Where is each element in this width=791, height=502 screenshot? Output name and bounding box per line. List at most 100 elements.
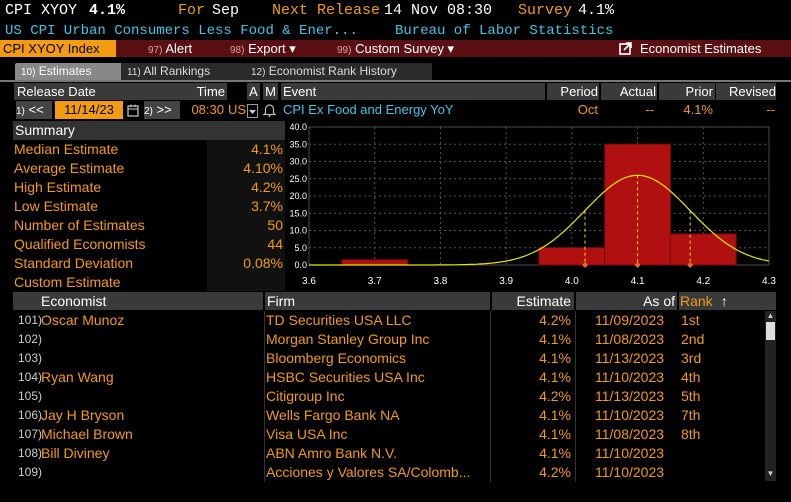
- histogram-bar: [341, 259, 409, 266]
- estimate-value: 4.1%: [539, 369, 571, 385]
- tab-all-rankings[interactable]: 11) All Rankings: [121, 63, 245, 80]
- summary-title: Summary: [13, 121, 287, 140]
- firm-name: ABN Amro Bank N.V.: [266, 445, 397, 461]
- x-tick-label: 3.7: [368, 276, 382, 287]
- tab-estimates[interactable]: 10) Estimates: [15, 63, 122, 80]
- scroll-down-icon[interactable]: ▼: [766, 469, 775, 478]
- chart-y-ticks: 0.0 5.0 10.0 15.0 20.0 25.0 30.0 35.0 40.0: [289, 122, 307, 270]
- summary-label: Qualified Economists: [14, 236, 146, 252]
- summary-label: Custom Estimate: [14, 274, 121, 290]
- toolbar: CPI XYOY Index 97) Alert 98) Export ▾ 99…: [0, 40, 791, 57]
- estimate-value: 4.2%: [539, 312, 571, 328]
- row-number: 108): [18, 446, 43, 460]
- dropdown-icon[interactable]: [247, 101, 259, 119]
- scrollbar[interactable]: ▲ ▼: [765, 311, 776, 481]
- y-tick-label: 40.0: [289, 122, 307, 132]
- economist-header[interactable]: Economist: [13, 292, 263, 310]
- firm-name: Wells Fargo Bank NA: [266, 407, 400, 423]
- tab-number: 11): [127, 67, 141, 78]
- economist-row[interactable]: 109) Acciones y Valores SA/Colomb... 4.2% 1…: [13, 463, 776, 482]
- estimate-value: 4.1%: [539, 445, 571, 461]
- summary-value: 50: [267, 217, 283, 233]
- estimate-value: 4.2%: [539, 464, 571, 480]
- calendar-icon[interactable]: [127, 101, 140, 119]
- scrollbar-thumb[interactable]: [766, 322, 775, 340]
- column-separator: [575, 406, 576, 425]
- economist-row[interactable]: 108) Bill Diviney ABN Amro Bank N.V. 4.1% 11…: [13, 444, 776, 463]
- survey-value: 4.1%: [578, 2, 615, 19]
- as-of-date: 11/10/2023: [595, 369, 665, 385]
- estimate-marker: [687, 262, 694, 268]
- custom-survey-button[interactable]: 99) Custom Survey ▾: [337, 40, 454, 57]
- previous-date-button[interactable]: 1) <<: [16, 101, 52, 119]
- as-of-header[interactable]: As of: [576, 292, 677, 310]
- economist-estimates-button[interactable]: Economist Estimates: [619, 40, 761, 57]
- export-button[interactable]: 98) Export ▾: [230, 40, 296, 57]
- revised-header: Revised: [716, 83, 776, 100]
- for-value: Sep: [212, 2, 240, 19]
- as-of-header-label: As of: [643, 293, 675, 309]
- firm-name: Morgan Stanley Group Inc: [266, 331, 430, 347]
- economist-name: Jay H Bryson: [41, 407, 125, 423]
- economist-row[interactable]: 103) Bloomberg Economics 4.1% 11/13/2023 3rd: [13, 349, 776, 368]
- next-date-button[interactable]: 2) >>: [144, 101, 180, 119]
- for-label: For: [178, 2, 206, 19]
- rank-header[interactable]: Rank ↑: [679, 292, 776, 310]
- histogram-bar: [669, 233, 737, 266]
- summary-row-custom[interactable]: Custom Estimate: [13, 273, 285, 292]
- rank-header-label: Rank: [680, 293, 713, 309]
- estimate-marker: [634, 262, 641, 268]
- security-description: US CPI Urban Consumers Less Food & Ener.…: [5, 23, 358, 39]
- economist-row[interactable]: 105) Citigroup Inc 4.2% 11/13/2023 5th: [13, 387, 776, 406]
- release-time: 08:30: [191, 102, 224, 117]
- as-of-date: 11/13/2023: [595, 388, 665, 404]
- economist-estimates-label: Economist Estimates: [640, 41, 762, 56]
- y-tick-label: 25.0: [289, 174, 307, 184]
- rank-value: 4th: [681, 369, 701, 385]
- x-tick-label: 3.9: [499, 276, 513, 287]
- column-separator: [264, 444, 265, 463]
- economist-name: Michael Brown: [41, 426, 133, 442]
- economist-row[interactable]: 102) Morgan Stanley Group Inc 4.1% 11/08/20…: [13, 330, 776, 349]
- column-separator: [575, 349, 576, 368]
- alert-label: Alert: [165, 41, 193, 56]
- economist-row[interactable]: 107) Michael Brown Visa USA Inc 4.1% 11/08/2…: [13, 425, 776, 444]
- security-field[interactable]: CPI XYOY Index: [0, 40, 116, 57]
- release-date-header: Release Date: [14, 83, 185, 100]
- column-separator: [264, 387, 265, 406]
- custom-survey-label: Custom Survey ▾: [355, 41, 455, 56]
- column-separator: [575, 330, 576, 349]
- estimate-marker: [582, 262, 588, 268]
- chart-x-ticks: 3.6 3.7 3.8 3.9 4.0 4.1 4.2 4.3: [302, 276, 776, 287]
- tab-label: Estimates: [38, 64, 92, 78]
- release-date-field[interactable]: 11/14/23: [55, 101, 123, 119]
- summary-label: Average Estimate: [14, 160, 125, 176]
- event-name[interactable]: CPI Ex Food and Energy YoY: [283, 102, 454, 117]
- economist-row[interactable]: 101) Oscar Munoz TD Securities USA LLC 4.2%…: [13, 311, 776, 330]
- alert-button[interactable]: 97) Alert: [148, 40, 192, 57]
- economist-row[interactable]: 106) Jay H Bryson Wells Fargo Bank NA 4.1% 1…: [13, 406, 776, 425]
- period-header: Period: [547, 83, 599, 100]
- estimate-header[interactable]: Estimate: [492, 292, 574, 310]
- firm-name: Bloomberg Economics: [266, 350, 407, 366]
- y-tick-label: 15.0: [289, 208, 307, 218]
- event-actual: --: [645, 102, 654, 117]
- estimate-value: 4.1%: [539, 426, 571, 442]
- summary-value: 4.2%: [251, 179, 283, 195]
- firm-header[interactable]: Firm: [265, 292, 490, 310]
- release-country: US: [228, 102, 247, 117]
- estimate-header-label: Estimate: [516, 293, 571, 309]
- normal-curve: [309, 174, 770, 266]
- tab-economist-rank-history[interactable]: 12) Economist Rank History: [245, 63, 432, 80]
- summary-label: Median Estimate: [14, 141, 119, 157]
- economist-row[interactable]: 104) Ryan Wang HSBC Securities USA Inc 4.1%…: [13, 368, 776, 387]
- row-number: 104): [18, 370, 43, 384]
- tab-number: 12): [251, 67, 266, 78]
- bell-icon[interactable]: [262, 101, 277, 119]
- as-of-date: 11/09/2023: [595, 312, 665, 328]
- row-number: 101): [18, 313, 43, 327]
- tab-label: All Rankings: [143, 64, 211, 78]
- y-tick-label: 5.0: [294, 243, 307, 253]
- summary-label: High Estimate: [14, 179, 102, 195]
- scroll-up-icon[interactable]: ▲: [766, 311, 775, 320]
